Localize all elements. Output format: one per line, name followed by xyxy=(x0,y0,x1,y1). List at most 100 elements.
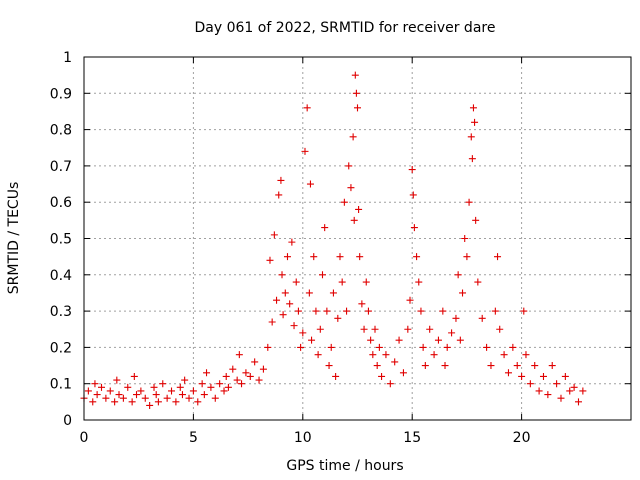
data-point xyxy=(443,343,451,351)
data-point xyxy=(185,394,193,402)
data-point xyxy=(168,387,176,395)
data-point xyxy=(345,162,353,170)
data-point xyxy=(89,398,97,406)
data-point xyxy=(270,231,278,239)
x-tick-label: 0 xyxy=(80,430,89,446)
data-point xyxy=(461,235,469,242)
data-point xyxy=(203,369,211,377)
data-point xyxy=(349,133,357,141)
y-tick-label: 0.7 xyxy=(50,159,72,175)
data-point xyxy=(336,253,344,261)
data-point xyxy=(111,398,119,406)
data-point xyxy=(343,307,351,315)
data-point xyxy=(207,383,215,391)
data-point xyxy=(124,383,132,391)
data-point xyxy=(504,369,512,377)
data-point xyxy=(277,176,285,184)
data-point xyxy=(548,362,556,370)
y-tick-label: 0.9 xyxy=(50,86,72,102)
x-axis-label: GPS time / hours xyxy=(286,458,403,474)
data-point xyxy=(154,398,162,406)
data-point xyxy=(391,358,399,366)
data-point xyxy=(278,271,286,279)
data-point xyxy=(522,351,530,359)
y-axis-label: SRMTID / TECUs xyxy=(6,182,22,295)
data-points xyxy=(80,71,587,409)
data-point xyxy=(509,343,517,351)
data-point xyxy=(553,380,561,388)
data-point xyxy=(224,383,232,391)
y-tick-label: 0.2 xyxy=(50,340,72,356)
data-point xyxy=(426,325,434,333)
data-point xyxy=(198,380,206,388)
data-point xyxy=(408,166,416,174)
data-point xyxy=(200,391,208,399)
data-point xyxy=(84,387,92,395)
data-point xyxy=(246,372,254,380)
data-point xyxy=(413,253,421,261)
data-point xyxy=(233,376,241,384)
data-point xyxy=(520,307,528,315)
data-point xyxy=(496,325,504,333)
data-point xyxy=(355,205,363,213)
data-point xyxy=(351,71,359,79)
data-point xyxy=(367,336,375,344)
data-point xyxy=(98,383,106,391)
data-point xyxy=(172,398,180,406)
data-point xyxy=(399,369,407,377)
data-point xyxy=(297,343,305,351)
data-point xyxy=(472,216,480,224)
data-point xyxy=(273,296,281,304)
data-point xyxy=(469,104,477,112)
data-point xyxy=(409,191,417,199)
data-point xyxy=(561,372,569,380)
data-point xyxy=(535,387,543,395)
x-tick-label: 15 xyxy=(403,430,421,446)
data-point xyxy=(316,325,324,333)
data-point xyxy=(279,311,287,319)
data-point xyxy=(308,336,316,344)
data-point xyxy=(288,238,296,246)
data-point xyxy=(299,329,307,337)
data-point xyxy=(235,351,243,359)
data-point xyxy=(222,372,230,380)
data-point xyxy=(371,325,379,333)
data-point xyxy=(465,198,473,206)
data-point xyxy=(526,380,534,388)
data-point xyxy=(286,300,294,308)
data-point xyxy=(189,387,197,395)
data-point xyxy=(500,351,508,359)
data-point xyxy=(113,376,121,384)
data-point xyxy=(463,253,471,261)
data-point xyxy=(448,329,456,337)
data-point xyxy=(456,336,464,344)
data-point xyxy=(150,383,158,391)
data-point xyxy=(439,307,447,315)
data-point xyxy=(229,365,237,373)
data-point xyxy=(314,351,322,359)
y-tick-label: 1 xyxy=(63,50,72,66)
data-point xyxy=(312,307,320,315)
data-point xyxy=(303,104,311,112)
data-point xyxy=(176,383,184,391)
data-point xyxy=(290,322,298,330)
data-point xyxy=(338,278,346,286)
data-point xyxy=(467,133,475,141)
data-point xyxy=(141,394,149,402)
data-point xyxy=(327,343,335,351)
data-point xyxy=(574,398,582,406)
y-tick-label: 0.6 xyxy=(50,195,72,211)
data-point xyxy=(283,253,291,261)
tick-labels: 0 5 10 15 20 0 0.1 0.2 0.3 0.4 0.5 0.6 0.7 0.8 0.9 1 xyxy=(50,50,531,446)
data-point xyxy=(347,184,355,192)
data-point xyxy=(318,271,326,279)
x-tick-label: 20 xyxy=(513,430,531,446)
data-point xyxy=(321,224,329,232)
data-point xyxy=(292,278,300,286)
y-tick-label: 0.5 xyxy=(50,232,72,248)
data-point xyxy=(471,118,479,126)
data-point xyxy=(310,253,318,261)
data-point xyxy=(483,343,491,351)
